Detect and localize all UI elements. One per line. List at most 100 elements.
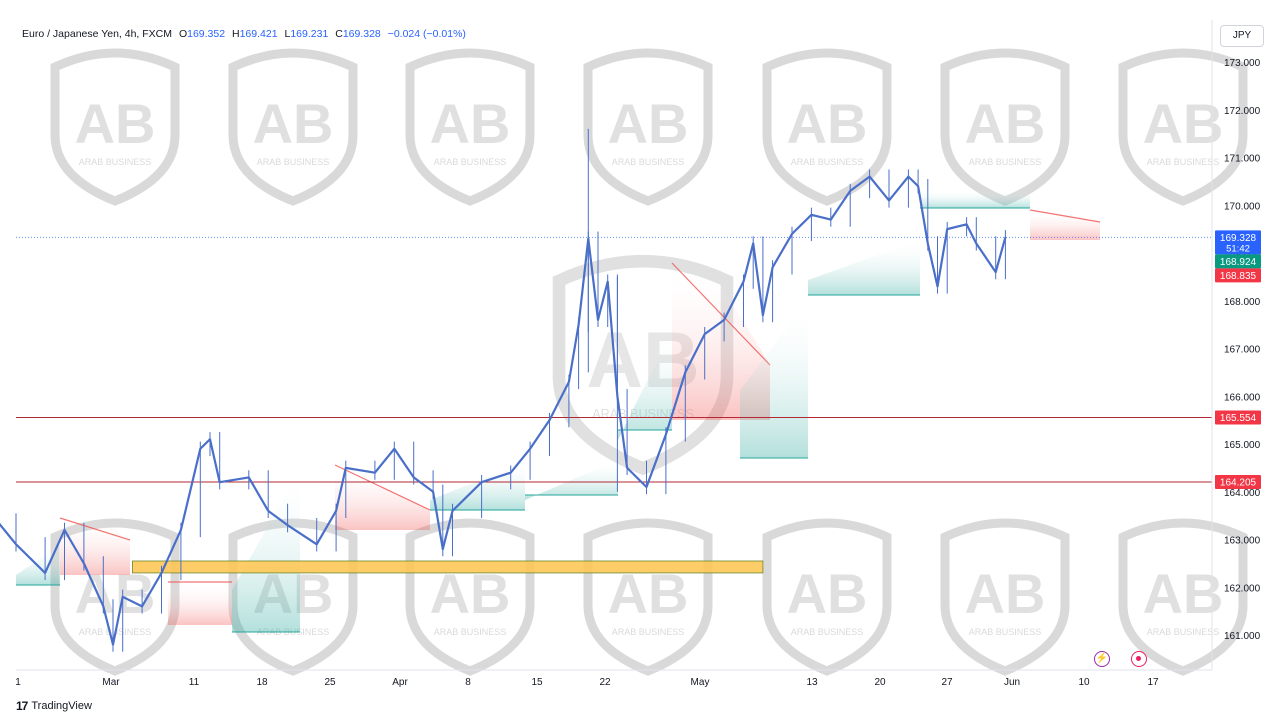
watermark-shield: AB ARAB BUSINESS [762, 48, 892, 206]
open-value: 169.352 [187, 28, 226, 40]
y-tick-label: 165.000 [1224, 440, 1261, 451]
y-tick-label: 171.000 [1224, 154, 1261, 165]
cloud-down [168, 582, 232, 625]
x-tick-label: 22 [599, 677, 611, 688]
price-tag-label: 165.554 [1220, 413, 1257, 424]
cloud-up [618, 330, 672, 440]
svg-text:AB: AB [430, 92, 511, 155]
high-label: H [232, 28, 240, 40]
watermark-text: ARAB BUSINESS [257, 157, 330, 167]
watermark-text: ARAB BUSINESS [969, 627, 1042, 637]
y-tick-label: 173.000 [1224, 58, 1261, 69]
close-value: 169.328 [342, 28, 381, 40]
watermark-text: ARAB BUSINESS [434, 157, 507, 167]
symbol-name[interactable]: Euro / Japanese Yen, 4h, FXCM [22, 28, 173, 40]
axes-layer: 173.000172.000171.000170.000169.000168.0… [15, 20, 1261, 688]
price-tag-label: 168.924 [1220, 257, 1257, 268]
watermark-layer: AB ARAB BUSINESS AB ARAB BUSINESS AB ARAB BUS… [50, 48, 1248, 676]
support-zone-layer [131, 560, 764, 574]
y-tick-label: 168.000 [1224, 297, 1261, 308]
currency-button[interactable]: JPY [1220, 25, 1264, 47]
watermark-text: ARAB BUSINESS [79, 157, 152, 167]
price-tag [1215, 230, 1261, 255]
watermark-text: ARAB BUSINESS [969, 157, 1042, 167]
price-tag-label: 169.328 [1220, 233, 1257, 244]
svg-text:AB: AB [965, 562, 1046, 625]
watermark-shield: AB ARAB BUSINESS [1118, 518, 1248, 676]
x-tick-label: Apr [392, 677, 408, 688]
support-zone [131, 560, 764, 574]
cloud-down-edge [334, 464, 431, 511]
price-tag [1215, 410, 1261, 425]
svg-text:AB: AB [608, 92, 689, 155]
cloud-down [60, 518, 130, 575]
trend-cloud-layer [16, 190, 1101, 633]
x-tick-label: 13 [806, 677, 818, 688]
watermark-text: ARAB BUSINESS [791, 157, 864, 167]
x-tick-label: Jun [1004, 677, 1020, 688]
cloud-up [920, 190, 1030, 208]
watermark-shield: AB ARAB BUSINESS [940, 518, 1070, 676]
price-tag [1215, 268, 1261, 283]
price-tag [1215, 474, 1261, 489]
y-tick-label: 166.000 [1224, 392, 1261, 403]
svg-text:AB: AB [965, 92, 1046, 155]
watermark-shield: AB ARAB BUSINESS [583, 48, 713, 206]
watermark-shield: AB ARAB BUSINESS [405, 48, 535, 206]
svg-text:AB: AB [787, 562, 868, 625]
watermark-text: ARAB BUSINESS [791, 627, 864, 637]
x-tick-label: 25 [324, 677, 336, 688]
cloud-down-edge [671, 262, 771, 366]
symbol-legend: Euro / Japanese Yen, 4h, FXCM O169.352 H… [22, 28, 470, 40]
open-label: O [178, 28, 188, 40]
cloud-down [672, 263, 770, 420]
watermark-shield: AB ARAB BUSINESS [50, 48, 180, 206]
y-tick-label: 161.000 [1224, 631, 1261, 642]
y-tick-label: 163.000 [1224, 536, 1261, 547]
x-tick-label: 15 [531, 677, 543, 688]
x-tick-label: 20 [874, 677, 886, 688]
watermark-text: ARAB BUSINESS [612, 157, 685, 167]
y-tick-label: 167.000 [1224, 345, 1261, 356]
price-tag [1215, 254, 1261, 269]
flash-icon[interactable]: ⚡ [1094, 651, 1110, 667]
watermark-shield: AB ARAB BUSINESS [762, 518, 892, 676]
x-tick-label: May [691, 677, 710, 688]
watermark-text: ARAB BUSINESS [1147, 157, 1220, 167]
x-tick-label: 11 [189, 677, 200, 688]
target-icon[interactable] [1131, 651, 1147, 667]
cloud-down-edge [59, 517, 131, 541]
svg-text:AB: AB [787, 92, 868, 155]
y-tick-label: 170.000 [1224, 201, 1261, 212]
watermark-text: ARAB BUSINESS [434, 627, 507, 637]
watermark-shield: AB ARAB BUSINESS [228, 48, 358, 206]
cloud-down [335, 465, 430, 530]
change-value: −0.024 (−0.01%) [387, 28, 466, 40]
svg-text:AB: AB [253, 92, 334, 155]
tradingview-footer[interactable]: 17 TradingView [16, 699, 92, 713]
y-tick-label: 164.000 [1224, 488, 1261, 499]
x-tick-label: 17 [1147, 677, 1159, 688]
price-tag-label: 164.205 [1220, 477, 1257, 488]
x-tick-label: 8 [465, 677, 471, 688]
x-tick-label: 1 [15, 677, 21, 688]
y-tick-label: 172.000 [1224, 106, 1261, 117]
low-label: L [284, 28, 291, 40]
horizontal-levels-layer [16, 236, 1212, 483]
x-tick-label: 18 [256, 677, 268, 688]
watermark-text: ARAB BUSINESS [1147, 627, 1220, 637]
svg-text:AB: AB [1143, 562, 1224, 625]
x-tick-label: 27 [941, 677, 953, 688]
cloud-up [808, 240, 920, 295]
price-tag-countdown: 51:42 [1226, 243, 1250, 254]
x-tick-label: 10 [1078, 677, 1090, 688]
tradingview-logo-icon: 17 [16, 699, 28, 713]
svg-text:AB: AB [75, 92, 156, 155]
x-tick-label: Mar [102, 677, 120, 688]
tradingview-brand: TradingView [31, 700, 92, 712]
